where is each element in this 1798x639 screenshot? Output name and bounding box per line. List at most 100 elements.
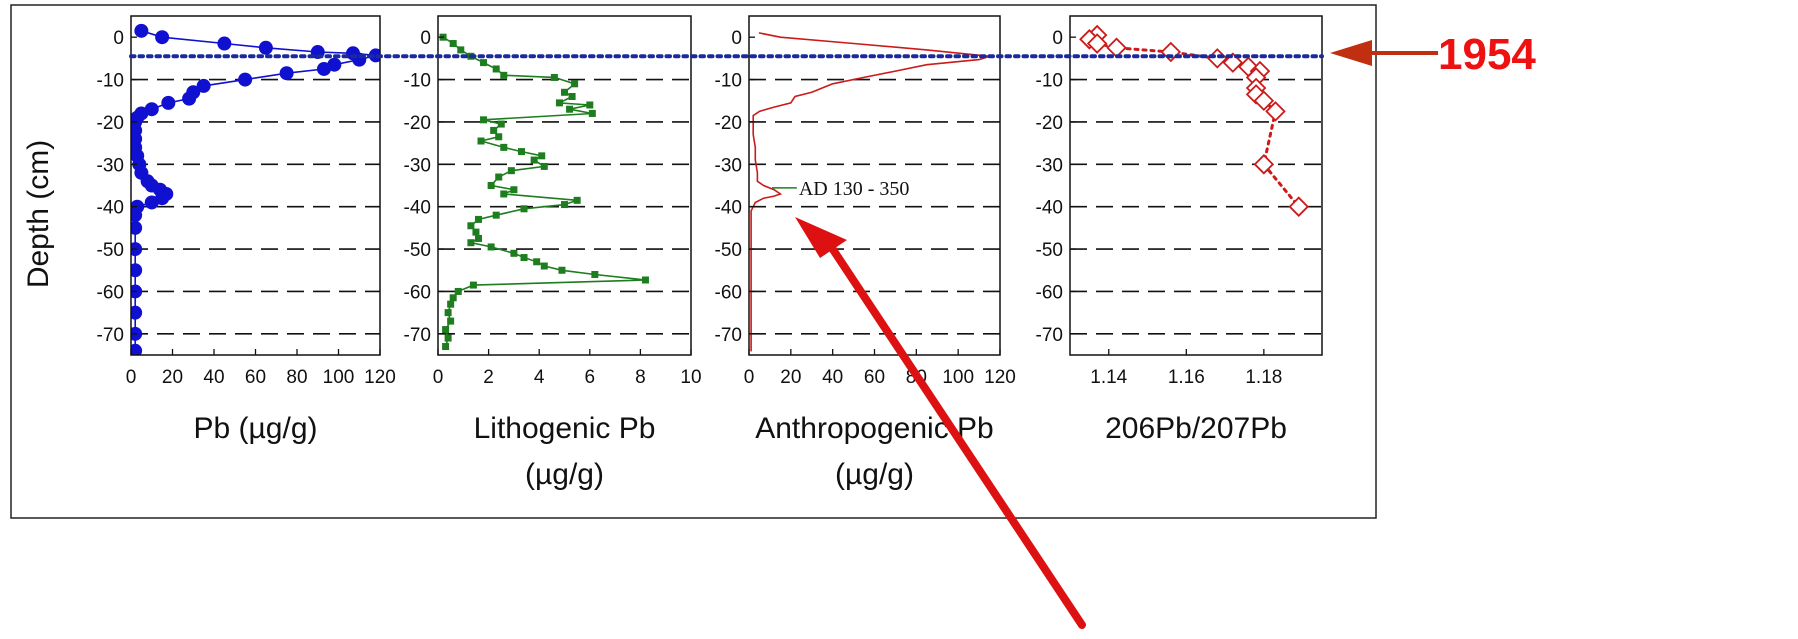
panel-4: 0 -10 -20 -30 -40 -50 -60 -70 1.14 1.16 1.18 206Pb/… xyxy=(1036,15,1323,445)
x-tick-label: 40 xyxy=(822,367,843,388)
data-point xyxy=(1265,101,1286,122)
y-tick-label: -10 xyxy=(715,71,742,92)
y-tick-label: -50 xyxy=(97,240,124,261)
data-point xyxy=(492,211,500,219)
data-point xyxy=(144,195,159,210)
y-tick-label: -10 xyxy=(404,71,431,92)
data-point xyxy=(555,99,563,107)
data-point xyxy=(454,287,462,295)
data-point xyxy=(561,201,568,209)
x-axis-label: Pb (µg/g) xyxy=(194,412,318,445)
y-tick-label: -60 xyxy=(404,282,431,303)
data-point xyxy=(1253,90,1275,112)
y-tick-label: -50 xyxy=(715,240,742,261)
data-point xyxy=(641,276,649,284)
data-point xyxy=(540,162,548,170)
data-point xyxy=(469,281,477,289)
data-point xyxy=(467,222,475,230)
y-tick-label: -70 xyxy=(715,325,742,346)
data-point xyxy=(495,133,503,141)
x-tick-label: 60 xyxy=(864,367,885,388)
y-tick-label: -20 xyxy=(97,113,124,134)
y-tick-label: -10 xyxy=(1036,71,1063,92)
y-tick-label: -30 xyxy=(97,155,124,176)
x-axis-label: (µg/g) xyxy=(525,458,604,491)
data-point xyxy=(520,205,528,213)
data-point xyxy=(1288,196,1310,217)
y-tick-label: -20 xyxy=(1036,113,1063,134)
data-point xyxy=(196,78,211,93)
x-tick-label: 1.18 xyxy=(1245,367,1282,388)
x-tick-label: 0 xyxy=(126,367,137,388)
data-point xyxy=(520,254,528,262)
data-point xyxy=(442,326,450,334)
x-tick-label: 60 xyxy=(245,367,266,388)
marker-label-1954: 1954 xyxy=(1438,30,1536,79)
data-point xyxy=(444,334,452,342)
x-tick-label: 120 xyxy=(364,367,396,388)
y-tick-label: 0 xyxy=(113,28,124,49)
y-tick-label: -40 xyxy=(715,198,742,219)
data-point xyxy=(533,258,541,266)
data-point xyxy=(500,190,508,198)
y-tick-label: -70 xyxy=(404,325,431,346)
y-tick-label: 0 xyxy=(1052,28,1063,49)
panel-2: 0-10-20-30-40-50-60-700 2 4 6 8 10Lithogenic … xyxy=(404,15,702,491)
y-tick-label: -60 xyxy=(1036,282,1063,303)
plot-frame xyxy=(130,15,381,356)
data-point xyxy=(487,182,495,189)
y-tick-label: -40 xyxy=(1036,198,1063,219)
chart-frame xyxy=(10,4,1377,519)
data-point xyxy=(474,234,482,242)
x-tick-label: 40 xyxy=(203,367,224,388)
y-tick-label: -40 xyxy=(404,198,431,219)
series-1 xyxy=(750,32,990,352)
data-point xyxy=(467,239,475,247)
y-tick-label: -30 xyxy=(715,155,742,176)
x-axis-label: Lithogenic Pb xyxy=(474,412,656,445)
data-point xyxy=(134,23,149,38)
overlay-annotations: 1954 xyxy=(129,30,1536,629)
y-tick-label: -10 xyxy=(97,71,124,92)
data-point xyxy=(1253,154,1275,175)
data-point xyxy=(447,317,455,325)
x-tick-label: 0 xyxy=(433,367,444,388)
y-tick-label: -60 xyxy=(97,282,124,303)
y-tick-label: -40 xyxy=(97,198,124,219)
data-point xyxy=(561,88,568,96)
data-point xyxy=(571,80,579,88)
x-tick-label: 1.14 xyxy=(1090,367,1127,388)
data-point xyxy=(472,228,480,236)
x-axis-label: 206Pb/207Pb xyxy=(1105,412,1287,445)
x-tick-label: 100 xyxy=(942,367,974,388)
y-tick-label: 0 xyxy=(731,28,742,49)
data-point xyxy=(1086,33,1108,54)
y-tick-label: -20 xyxy=(404,113,431,134)
data-point xyxy=(568,93,576,101)
pointer-arrow-shaft xyxy=(826,241,1086,629)
panel-3: 0-10-20-30-40-50-60-70020406080100120Ant… xyxy=(715,15,1016,491)
data-point xyxy=(368,48,380,63)
series-1 xyxy=(439,33,649,351)
data-point xyxy=(510,186,518,194)
data-point xyxy=(474,215,482,223)
data-point xyxy=(1207,48,1228,69)
data-point xyxy=(258,40,273,55)
data-point xyxy=(1160,41,1182,63)
x-tick-label: 8 xyxy=(635,367,646,388)
data-point xyxy=(131,208,143,223)
y-tick-label: -50 xyxy=(1036,240,1063,261)
data-point xyxy=(480,116,488,124)
data-point xyxy=(573,196,581,204)
data-point xyxy=(182,91,197,106)
data-point xyxy=(449,294,457,302)
data-point xyxy=(530,156,538,164)
y-tick-label: -50 xyxy=(404,240,431,261)
x-tick-label: 80 xyxy=(286,367,307,388)
y-tick-label: 0 xyxy=(420,28,431,49)
data-point xyxy=(1106,37,1127,59)
data-point xyxy=(217,36,232,51)
data-point xyxy=(155,30,170,45)
x-tick-label: 6 xyxy=(585,367,596,388)
y-tick-label: -70 xyxy=(1036,325,1063,346)
